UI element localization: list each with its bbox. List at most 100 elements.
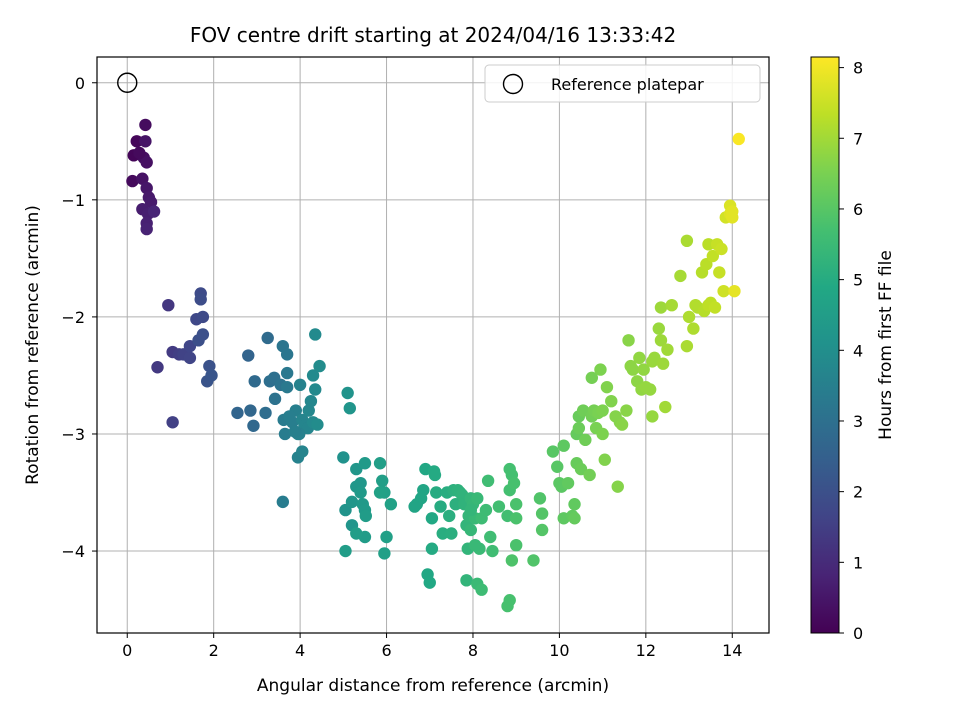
data-point [425,542,439,555]
data-point [594,363,607,376]
data-point [151,361,164,374]
data-point [434,500,447,513]
data-point [430,486,443,499]
data-point [728,284,741,298]
data-point [133,146,146,160]
y-tick-label: 0 [75,74,85,93]
data-point [380,530,393,544]
data-point [140,156,153,169]
data-point [557,439,570,452]
data-point [306,369,320,382]
data-point [654,334,668,347]
data-point [646,410,659,423]
legend: Reference platepar [484,64,761,103]
data-point [140,181,153,195]
colorbar-tick-label: 2 [853,483,863,502]
data-point [682,310,696,324]
x-tick-label: 8 [468,641,478,660]
data-point [527,554,540,567]
x-tick-label: 12 [636,641,656,660]
data-point [596,404,609,417]
data-point [231,406,244,420]
data-point [296,445,309,458]
data-point [449,498,462,511]
data-point [268,392,282,406]
x-axis-ticks: 0 2 4 6 8 10 12 14 [122,633,742,660]
data-point [428,468,442,482]
data-point [384,498,398,511]
data-point [533,492,547,505]
data-point [309,328,322,341]
data-point [311,418,324,431]
data-point [501,599,514,613]
data-point [579,433,592,447]
plot-frame [96,56,770,634]
data-point [144,195,158,209]
data-point [492,500,506,513]
data-point [280,380,294,394]
legend-label-reference: Reference platepar [551,75,704,94]
data-point [600,380,614,394]
colorbar-ticks: 0 1 2 3 4 5 6 7 8 [839,59,863,643]
legend-box [484,64,761,103]
data-point [505,554,519,567]
legend-marker-reference [502,73,524,95]
data-point [278,427,292,441]
data-point [596,427,609,441]
data-point [183,351,197,365]
data-point [247,419,260,432]
data-point [205,369,218,382]
data-point [659,400,672,414]
colorbar-title: Hours from first FF file [876,250,896,440]
data-point [708,301,722,314]
data-point [626,363,640,376]
colorbar-tick-label: 8 [853,59,863,78]
x-tick-label: 2 [209,641,219,660]
data-point [293,378,307,392]
data-point [139,118,152,132]
data-point [147,205,161,218]
y-axis-ticks: 0 −1 −2 −3 −4 [61,74,97,561]
data-point [468,538,482,552]
data-point [445,527,458,540]
data-point [196,310,210,324]
data-point [337,451,350,464]
data-point [373,486,387,499]
colorbar-tick-label: 3 [853,412,863,431]
data-point [706,249,720,263]
y-tick-label: −4 [61,542,85,561]
data-point [572,421,586,435]
data-point [568,498,581,511]
data-point [551,460,564,473]
data-point [732,132,745,146]
data-point [622,334,635,347]
data-point [665,298,678,312]
colorbar-tick-label: 0 [853,624,863,643]
data-point [359,509,372,523]
data-point [196,328,210,341]
data-point [661,343,674,356]
data-point [436,527,449,540]
data-point [464,503,478,517]
data-point [702,238,715,251]
data-point [354,476,367,490]
data-point [507,476,521,490]
data-point [283,410,296,423]
data-point [509,512,523,525]
data-point [680,234,694,248]
data-point [633,351,646,365]
colorbar-tick-label: 1 [853,553,863,572]
data-point [715,242,728,256]
chart-title: FOV centre drift starting at 2024/04/16 … [190,23,676,47]
data-point [341,386,354,400]
data-point [242,349,255,362]
data-point [535,523,549,537]
data-point [345,495,359,509]
colorbar-tick-label: 4 [853,341,863,360]
data-point [509,538,523,552]
data-point [464,523,478,537]
data-point [615,418,629,431]
data-point [605,394,618,408]
data-point [408,500,421,513]
